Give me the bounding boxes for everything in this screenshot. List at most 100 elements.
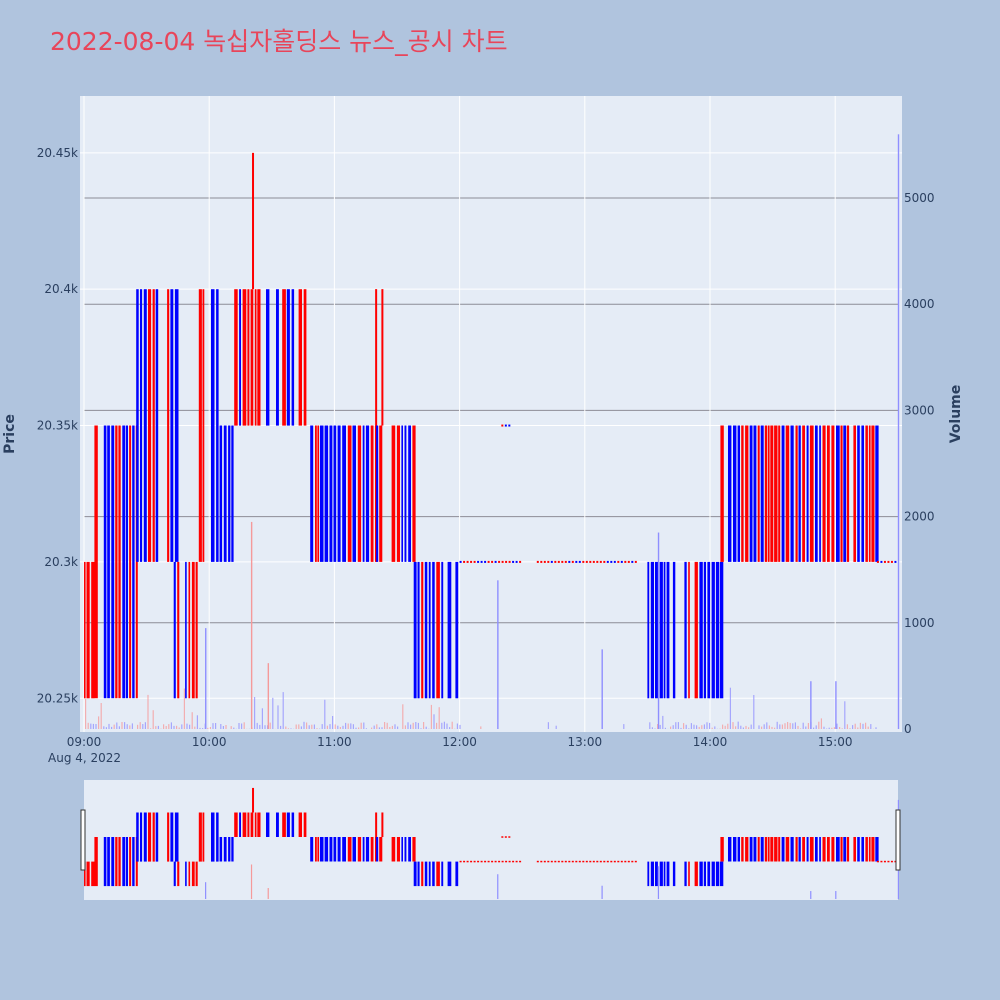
volume-bar (423, 722, 425, 729)
slider-candle (303, 812, 307, 837)
volume-bar (547, 722, 549, 729)
candle (317, 425, 319, 562)
volume-bar (152, 710, 154, 729)
slider-candle (103, 837, 107, 887)
candle (282, 289, 286, 426)
volume-bar (430, 704, 432, 729)
volume-bar (662, 715, 664, 729)
price-tick-label: 20.45k (37, 146, 78, 160)
candle (827, 425, 830, 562)
volume-bar (381, 727, 383, 729)
volume-bar (191, 712, 193, 729)
volume-bar (750, 724, 752, 729)
slider-volume-spike (601, 885, 603, 899)
candle (871, 425, 875, 562)
slider-candle (91, 861, 95, 887)
candle (216, 289, 219, 562)
slider-candle (806, 837, 809, 862)
slider-candle (319, 837, 324, 862)
slider-candle (688, 861, 690, 887)
candle (379, 425, 383, 562)
slider-candle (342, 837, 346, 862)
volume-bar (818, 721, 820, 729)
volume-bar (386, 722, 388, 729)
volume-bar (836, 723, 838, 729)
candle (143, 289, 147, 562)
candle (790, 425, 794, 562)
volume-bar (688, 728, 690, 729)
rangeslider-left-handle[interactable] (80, 809, 86, 871)
volume-bar (391, 725, 393, 729)
volume-spike (810, 681, 812, 729)
volume-bar (651, 727, 653, 729)
volume-bar (298, 724, 300, 729)
slider-candle (239, 812, 241, 837)
volume-bar (360, 722, 362, 729)
volume-bar (693, 724, 695, 729)
volume-bar (846, 724, 848, 729)
candle (875, 425, 879, 562)
slider-candle (223, 837, 227, 862)
slider-candle (115, 837, 118, 887)
slider-candle (764, 837, 768, 862)
slider-candle (672, 861, 676, 887)
slider-candle (136, 812, 139, 862)
volume-bar (649, 722, 651, 729)
candle (257, 289, 261, 426)
volume-bar (748, 727, 750, 729)
candle (333, 425, 337, 562)
volume-bar (87, 722, 89, 729)
volume-bar (332, 716, 334, 729)
candle (711, 561, 715, 699)
volume-bar (794, 722, 796, 729)
price-tick-label: 20.25k (37, 691, 78, 705)
volume-bar (170, 722, 172, 729)
volume-tick-label: 5000 (904, 191, 935, 205)
volume-bar (329, 724, 331, 729)
candle (737, 425, 740, 562)
volume-bar (202, 728, 204, 729)
candle (424, 561, 428, 699)
candle (865, 425, 868, 562)
rangeslider-right-handle[interactable] (895, 809, 901, 871)
slider-candle (647, 861, 650, 887)
volume-bar (113, 724, 115, 729)
volume-bar (295, 724, 297, 729)
candle (167, 289, 170, 562)
volume-bar (438, 707, 440, 729)
slider-candle (809, 837, 814, 862)
slider-candle (749, 837, 753, 862)
volume-tick-label: 4000 (904, 297, 935, 311)
price-axis-title: Price (2, 414, 18, 454)
slider-candle (694, 861, 698, 887)
volume-bar (711, 727, 713, 729)
volume-bar (300, 726, 302, 729)
volume-bar (139, 722, 141, 729)
slider-candle (140, 812, 143, 862)
volume-bar (740, 725, 742, 729)
time-tick-label: 09:00 (67, 735, 102, 749)
slider-candle (770, 837, 774, 862)
slider-candle (428, 861, 431, 887)
slider-candle (408, 837, 411, 862)
volume-bar (337, 725, 339, 729)
volume-bar (373, 725, 375, 729)
volume-bar (706, 722, 708, 729)
candle (715, 561, 720, 699)
volume-bar (404, 725, 406, 729)
slider-candle (257, 812, 261, 837)
slider-candle (767, 837, 770, 862)
slider-candle (202, 812, 205, 862)
slider-candle (401, 837, 403, 862)
volume-bar (137, 724, 139, 729)
candle (836, 425, 840, 562)
volume-bar (116, 722, 118, 729)
volume-tick-label: 2000 (904, 510, 935, 524)
volume-bar (784, 723, 786, 729)
candle (774, 425, 778, 562)
slider-candle (216, 812, 219, 862)
volume-bar (839, 727, 841, 729)
candle (365, 425, 370, 562)
slider-candle (865, 837, 868, 862)
